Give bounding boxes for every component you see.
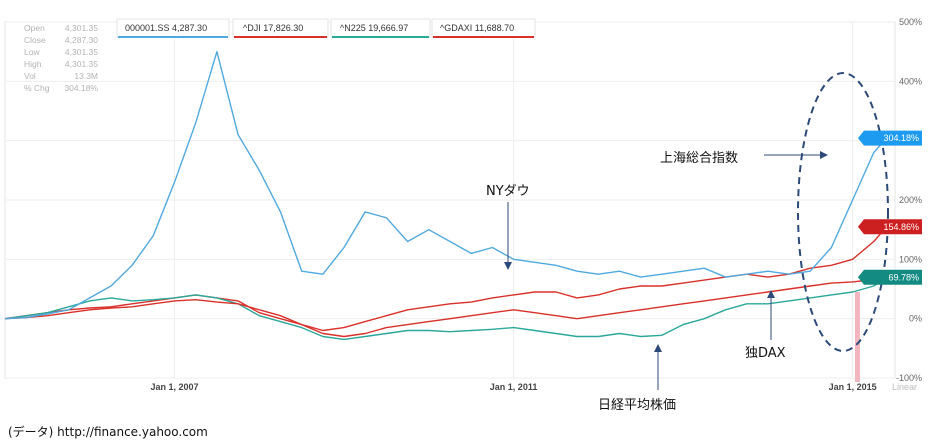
stat-high-value: 4,301.35: [65, 59, 98, 69]
x-tick-label: Jan 1, 2007: [151, 382, 199, 392]
series-lines: [4, 51, 888, 341]
y-tick-label: 100%: [899, 254, 922, 264]
stat-open-label: Open: [24, 23, 45, 33]
stat-high-label: High: [24, 59, 42, 69]
legend[interactable]: 000001.SS 4,287.30 ^DJI 17,826.30 ^N225 …: [116, 18, 536, 38]
annotation-dax: 独DAX: [745, 290, 786, 361]
legend-item-n225[interactable]: ^N225 19,666.97: [330, 18, 431, 38]
stat-vol-value: 13.3M: [74, 71, 98, 81]
stat-open-value: 4,301.35: [65, 23, 98, 33]
highlight-ellipse: [797, 72, 889, 352]
legend-gdaxi-text: ^GDAXI 11,688.70: [440, 23, 514, 33]
stat-chg-value: 304.18%: [64, 83, 98, 93]
annotation-nydow-text: NYダウ: [486, 184, 530, 199]
annotation-nikkei-arrowhead: [654, 344, 662, 352]
y-tick-label: -100%: [896, 373, 922, 383]
y-axis: 500%400%300%200%100%0%-100%: [896, 17, 922, 383]
stat-low-value: 4,301.35: [65, 47, 98, 57]
annotation-nydow-arrowhead: [504, 262, 512, 270]
end-label-text: 69.78%: [888, 272, 919, 282]
end-labels: 304.18% 154.86% 69.78%: [858, 130, 922, 285]
series-line-n225: [4, 276, 887, 341]
annotation-shanghai-arrowhead: [820, 151, 828, 159]
end-label-badge: [858, 219, 922, 235]
annotation-nydow: NYダウ: [486, 184, 530, 270]
legend-n225-text: ^N225 19,666.97: [340, 23, 408, 33]
legend-shanghai-swatch: [118, 36, 228, 38]
stat-close-value: 4,287.30: [65, 35, 98, 45]
legend-gdaxi-swatch: [433, 36, 534, 38]
series-line-gdaxi: [4, 278, 887, 338]
legend-item-gdaxi[interactable]: ^GDAXI 11,688.70: [431, 18, 536, 38]
stat-low-label: Low: [24, 47, 40, 57]
annotation-dax-text: 独DAX: [745, 346, 786, 361]
end-label-text: 154.86%: [883, 222, 919, 232]
annotation-nikkei: 日経平均株価: [598, 344, 676, 413]
y-tick-label: 200%: [899, 195, 922, 205]
legend-n225-swatch: [332, 36, 429, 38]
series-line-shanghai: [4, 51, 888, 320]
x-tick-label: Jan 1, 2011: [490, 382, 538, 392]
grid-lines: [4, 21, 896, 379]
x-tick-label: Jan 1, 2015: [829, 382, 877, 392]
stat-chg-label: % Chg: [24, 83, 50, 93]
legend-shanghai-text: 000001.SS 4,287.30: [125, 23, 207, 33]
legend-dji-text: ^DJI 17,826.30: [243, 23, 303, 33]
y-tick-label: 500%: [899, 17, 922, 27]
annotation-shanghai-text: 上海総合指数: [660, 151, 738, 166]
current-date-marker: [855, 292, 860, 382]
end-label-badge: [858, 130, 922, 146]
legend-dji-swatch: [234, 36, 327, 38]
source-note: (データ) http://finance.yahoo.com: [8, 425, 208, 439]
annotation-dax-arrowhead: [767, 290, 775, 298]
stats-panel: Open 4,301.35 Close 4,287.30 Low 4,301.3…: [24, 23, 98, 93]
y-tick-label: 0%: [909, 314, 922, 324]
annotation-nikkei-text: 日経平均株価: [598, 398, 676, 413]
end-label-badge: [858, 269, 922, 285]
y-tick-label: 400%: [899, 76, 922, 86]
stat-vol-label: Vol: [24, 71, 36, 81]
x-axis: Jan 1, 2007 Jan 1, 2011 Jan 1, 2015: [151, 382, 877, 392]
legend-item-shanghai[interactable]: 000001.SS 4,287.30: [116, 18, 230, 38]
end-label-text: 304.18%: [883, 133, 919, 143]
series-line-dji: [4, 226, 888, 332]
stat-close-label: Close: [24, 35, 46, 45]
annotation-shanghai: 上海総合指数: [660, 151, 828, 166]
scale-label[interactable]: Linear: [892, 382, 917, 392]
legend-item-dji[interactable]: ^DJI 17,826.30: [232, 18, 329, 38]
